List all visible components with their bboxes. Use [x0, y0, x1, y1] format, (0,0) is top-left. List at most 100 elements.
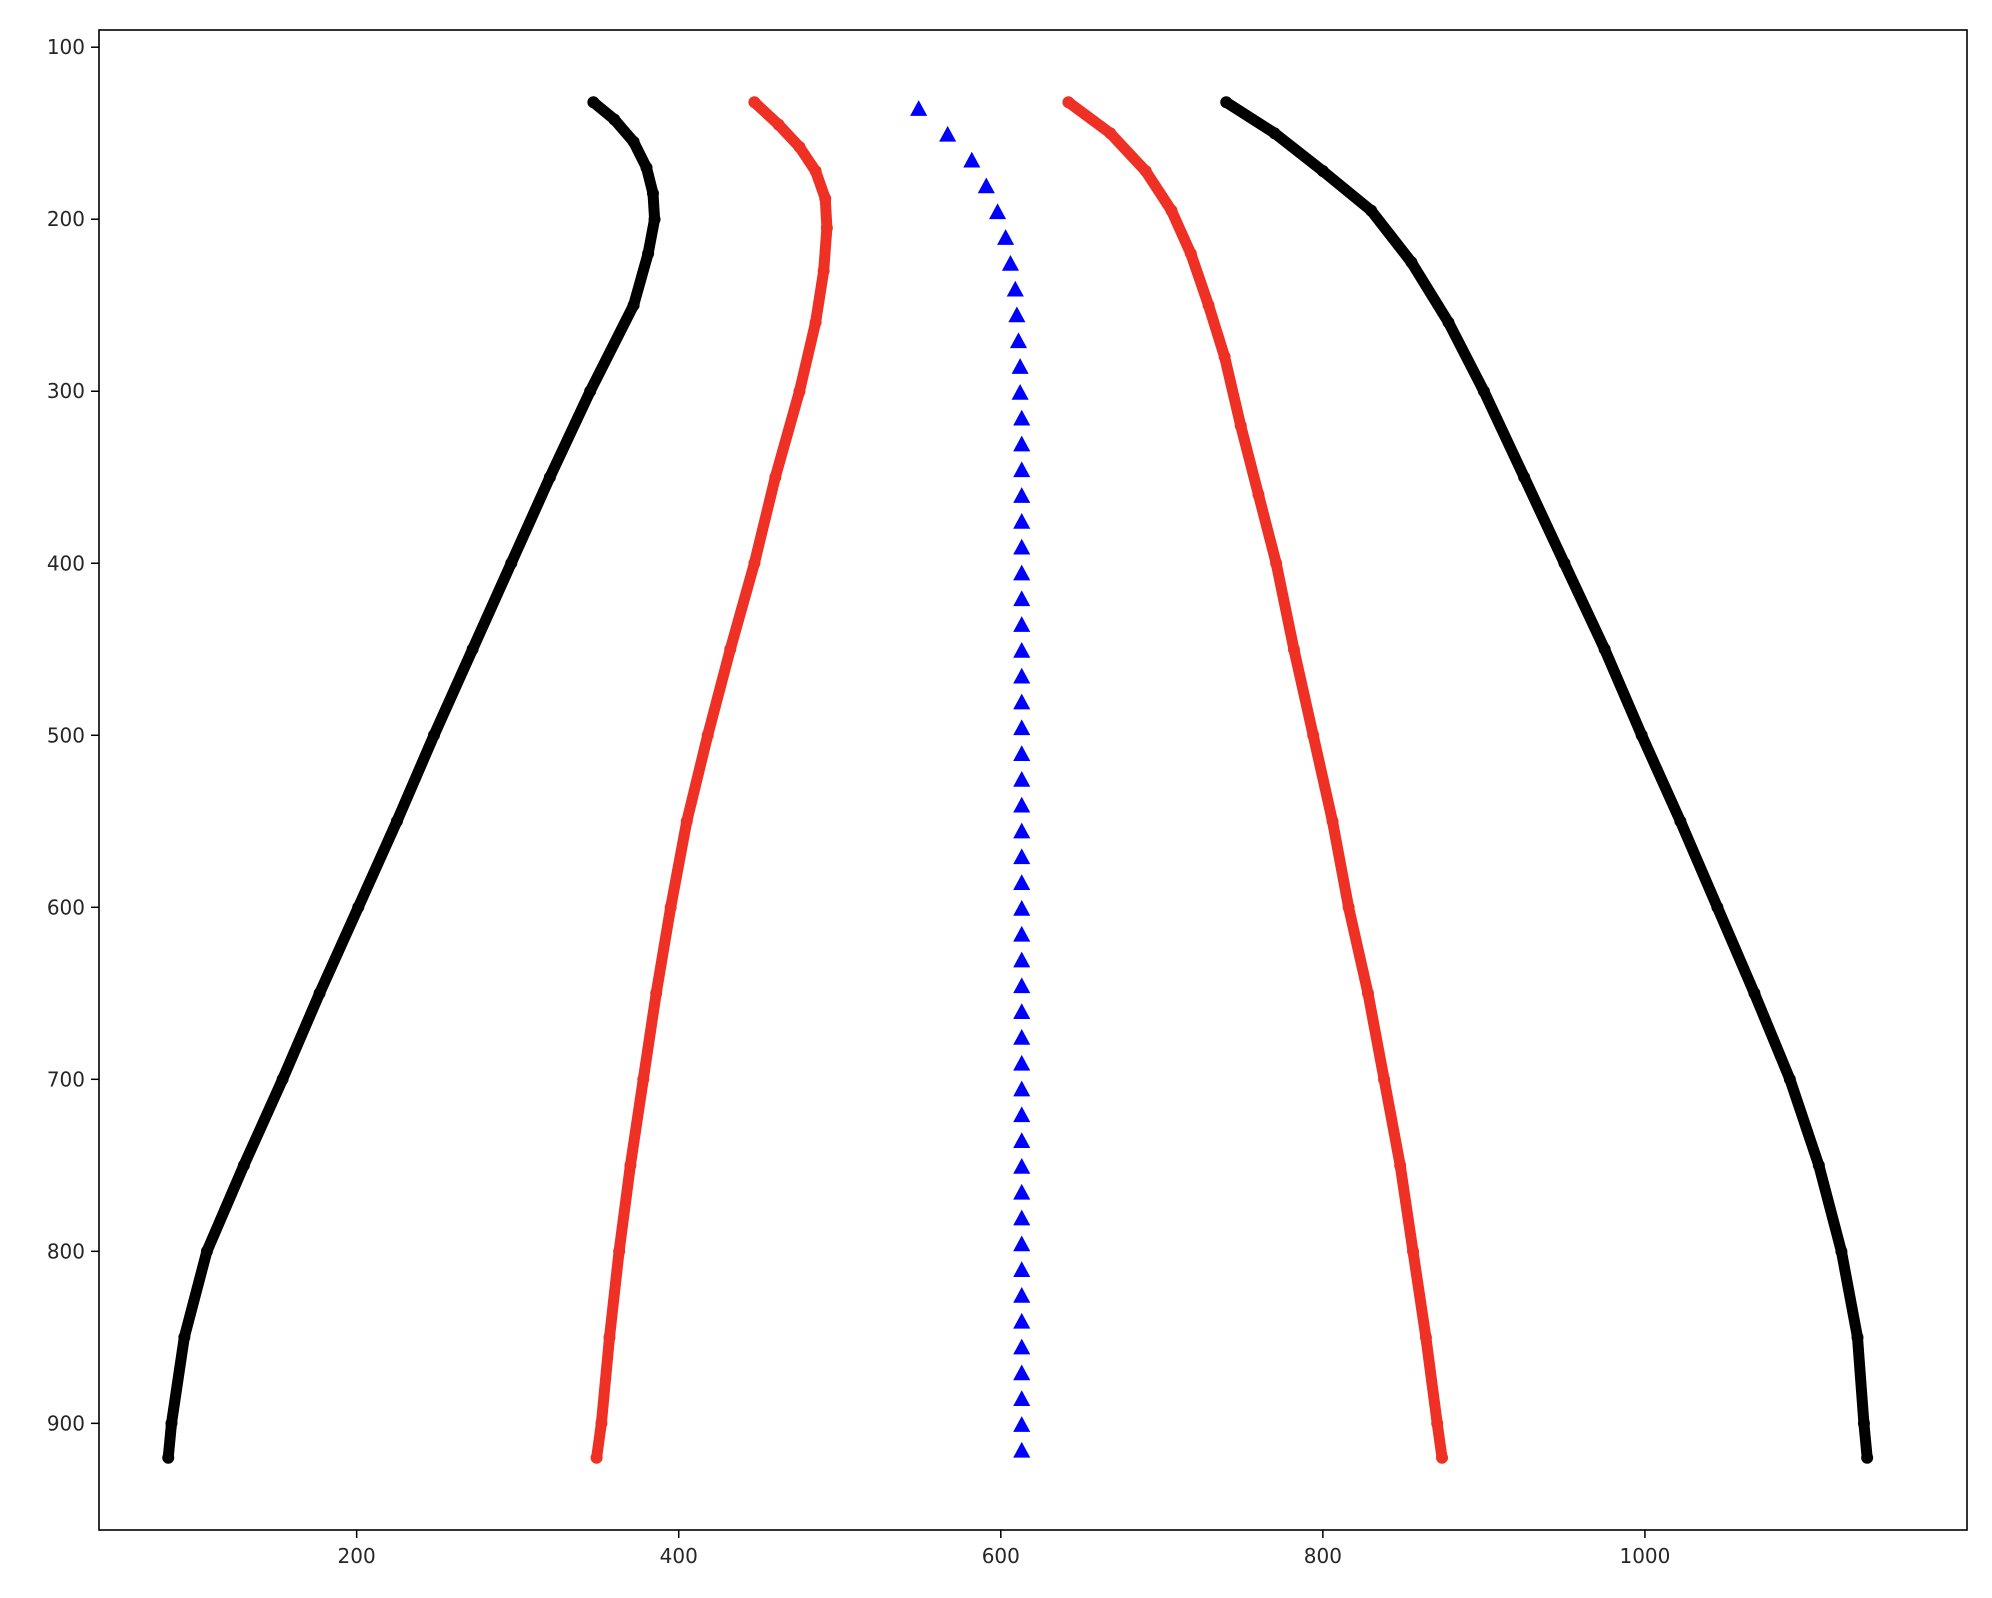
series-5-point-2	[1268, 127, 1281, 140]
series-4-point-3	[1139, 165, 1152, 178]
series-3-point-51	[1013, 1390, 1031, 1407]
series-5-point-5	[1405, 256, 1418, 269]
series-3-point-2	[939, 125, 957, 142]
series-4-point-10	[1270, 557, 1283, 570]
series-3-point-12	[1011, 383, 1029, 400]
series-5-point-8	[1518, 471, 1531, 484]
x-axis: 200 400 600 800 1000	[338, 1530, 1670, 1568]
series-2-point-20	[603, 1331, 616, 1344]
series-5-point-15	[1783, 1073, 1796, 1086]
series-2-point-10	[769, 471, 782, 484]
series-3-point-30	[1013, 848, 1031, 865]
series-5-point-17	[1835, 1245, 1848, 1258]
series-3-point-48	[1013, 1312, 1031, 1329]
series-2-point-3	[793, 140, 806, 153]
series-2-point-1	[748, 96, 761, 109]
series-2-point-16	[650, 987, 663, 1000]
series-1-point-19	[200, 1245, 213, 1258]
series-3-point-33	[1013, 925, 1031, 942]
series-3-point-29	[1013, 822, 1031, 839]
series-3-point-1	[910, 100, 928, 116]
series-3-point-52	[1013, 1416, 1031, 1432]
series-1-point-9	[584, 385, 597, 398]
series-3-point-11	[1011, 358, 1029, 374]
series-3-point-40	[1013, 1106, 1031, 1123]
series-3-point-26	[1013, 745, 1031, 761]
series-3-point-28	[1013, 796, 1031, 813]
series-1-point-22	[162, 1451, 175, 1464]
series-5	[1220, 96, 1874, 1464]
series-2-point-11	[748, 557, 761, 570]
series-1-point-1	[587, 96, 600, 109]
series-5-point-20	[1861, 1451, 1874, 1464]
series-4-point-8	[1234, 419, 1247, 432]
x-tick-label-800: 800	[1304, 1544, 1342, 1568]
series-3-point-47	[1013, 1287, 1031, 1303]
series-3-point-25	[1013, 719, 1031, 736]
series-3-point-43	[1013, 1183, 1031, 1200]
y-tick-label-700: 700	[47, 1067, 85, 1091]
y-tick-label-900: 900	[47, 1411, 85, 1435]
y-tick-label-500: 500	[47, 723, 85, 747]
series-3-point-45	[1013, 1235, 1031, 1252]
series-3-point-38	[1013, 1054, 1031, 1071]
series-2-point-4	[809, 165, 822, 178]
series-4-point-12	[1307, 729, 1320, 742]
series-2-point-17	[637, 1073, 650, 1086]
series-5-point-10	[1598, 643, 1611, 656]
series-1-point-13	[427, 729, 440, 742]
series-1-point-10	[543, 471, 556, 484]
series-3-point-27	[1013, 771, 1031, 787]
series-3-point-22	[1013, 641, 1031, 658]
series-1	[162, 96, 661, 1464]
series-3-point-6	[997, 229, 1015, 245]
y-tick-label-200: 200	[47, 207, 85, 231]
series-5-point-19	[1857, 1417, 1870, 1430]
series-5-point-11	[1635, 729, 1648, 742]
series-2-point-7	[817, 264, 830, 277]
series-1-point-14	[390, 815, 403, 828]
y-tick-label-600: 600	[47, 895, 85, 919]
series-3-point-42	[1013, 1158, 1031, 1174]
y-tick-label-400: 400	[47, 551, 85, 575]
series-3-point-10	[1009, 332, 1028, 349]
series-4	[1062, 96, 1449, 1464]
series-1-point-6	[648, 213, 661, 226]
series-3-point-32	[1013, 900, 1031, 916]
series-3-point-36	[1013, 1003, 1031, 1019]
series-4-point-6	[1202, 299, 1215, 312]
series-1-point-16	[313, 987, 326, 1000]
series-4-point-2	[1104, 127, 1117, 140]
series-2-point-5	[819, 192, 832, 205]
series-2-point-14	[680, 815, 693, 828]
y-tick-label-100: 100	[47, 35, 85, 59]
series-3-point-4	[977, 177, 995, 194]
series-4-point-1	[1062, 96, 1075, 109]
series-5-point-7	[1477, 385, 1490, 398]
series-3-point-44	[1013, 1209, 1031, 1226]
series-3-point-13	[1013, 409, 1031, 426]
series-1-point-18	[237, 1159, 250, 1172]
series-3-point-37	[1013, 1029, 1031, 1045]
series-1-point-17	[276, 1073, 289, 1086]
series-3-point-35	[1013, 977, 1031, 994]
series-3-point-34	[1013, 951, 1031, 968]
series-2-point-8	[809, 316, 822, 329]
series-1-point-7	[642, 247, 655, 260]
series-5-point-1	[1220, 96, 1233, 109]
series-1-line	[162, 96, 661, 1464]
series-3-point-14	[1013, 435, 1031, 452]
series-2-point-22	[590, 1451, 603, 1464]
series-4-point-4	[1165, 204, 1178, 217]
series-3-point-9	[1008, 306, 1026, 323]
series-5-point-12	[1674, 815, 1687, 828]
series-1-point-11	[505, 557, 518, 570]
series-3-point-3	[963, 151, 981, 168]
series-3-point-16	[1013, 487, 1031, 503]
series-3-point-17	[1013, 512, 1031, 529]
series-2-point-21	[595, 1417, 608, 1430]
series-1-point-20	[178, 1331, 191, 1344]
series-4-point-13	[1326, 815, 1339, 828]
series-5-point-4	[1365, 204, 1378, 217]
